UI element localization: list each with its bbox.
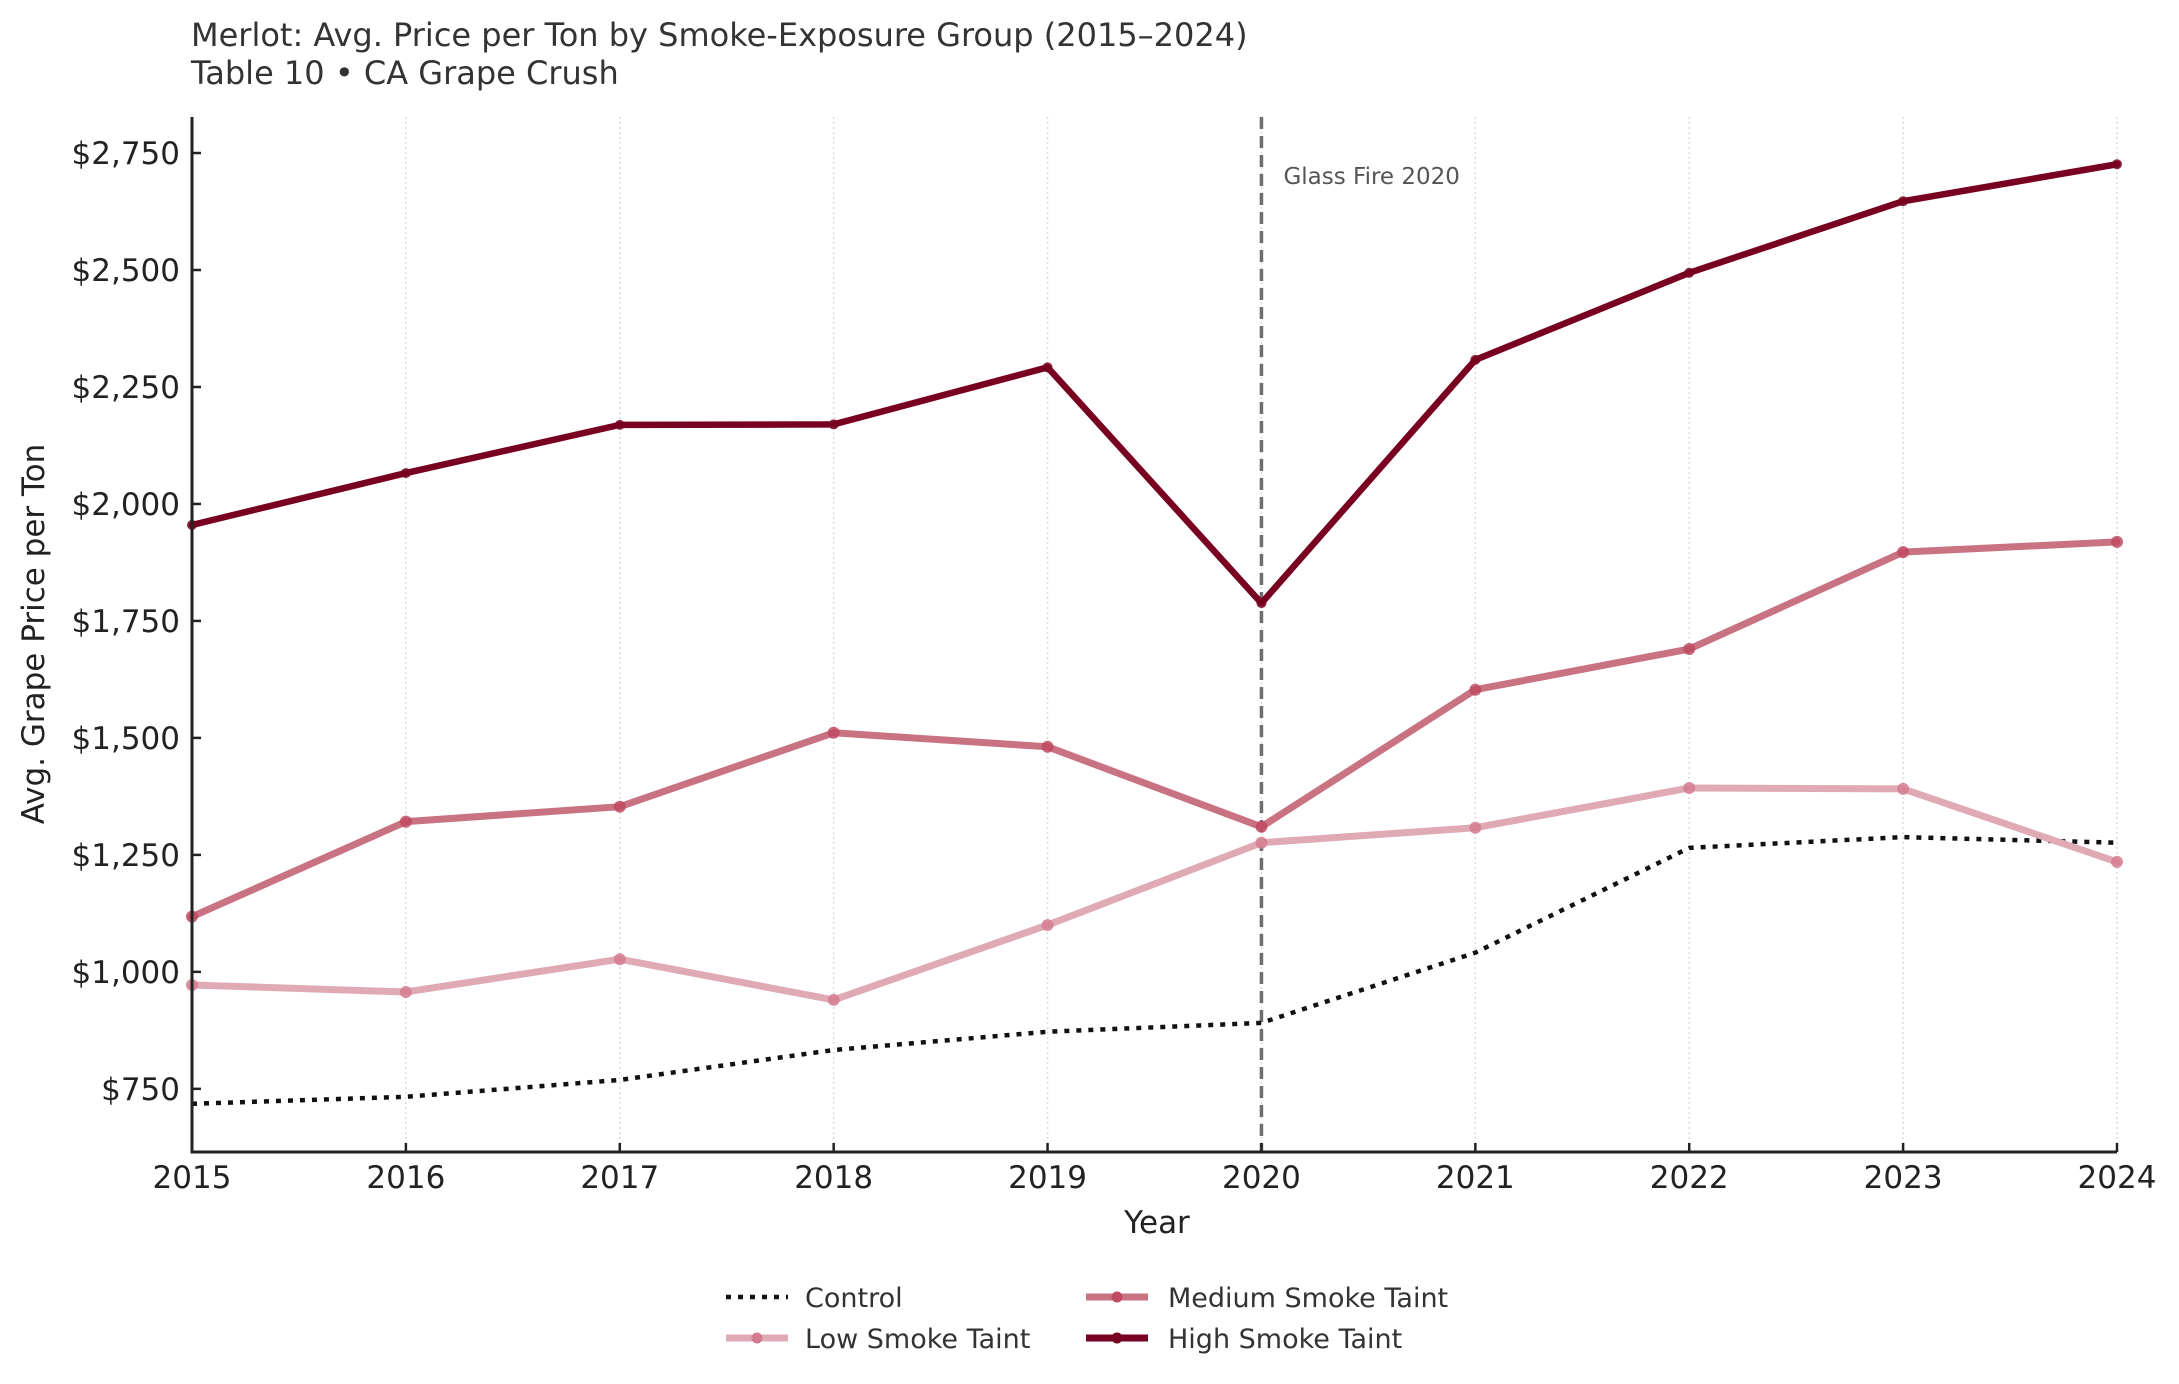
data-point — [1042, 362, 1053, 373]
glass-fire-annotation: Glass Fire 2020 — [1259, 117, 1460, 1152]
data-point — [1683, 643, 1696, 656]
data-point — [1897, 546, 1910, 559]
data-point — [827, 726, 840, 739]
legend-item-control: Control — [726, 1283, 903, 1314]
y-tick-label: $2,000 — [72, 487, 180, 523]
data-point — [1469, 683, 1482, 696]
series-medium-smoke-taint — [186, 535, 2123, 923]
legend-marker — [751, 1332, 763, 1344]
data-point — [614, 419, 625, 430]
x-tick-label: 2020 — [1222, 1160, 1301, 1196]
legend-item-medium-smoke-taint: Medium Smoke Taint — [1086, 1283, 1448, 1314]
legend-marker — [1111, 1291, 1123, 1303]
data-point — [827, 993, 840, 1006]
y-tick-label: $750 — [101, 1072, 180, 1108]
x-tick-label: 2018 — [794, 1160, 873, 1196]
x-tick-label: 2016 — [366, 1160, 445, 1196]
data-point — [828, 419, 839, 430]
series-low-smoke-taint — [186, 781, 2123, 1006]
legend-marker — [1111, 1332, 1123, 1344]
x-tick-label: 2017 — [580, 1160, 659, 1196]
legend-label: Low Smoke Taint — [805, 1324, 1030, 1355]
data-point — [613, 953, 626, 966]
y-tick-label: $1,000 — [72, 955, 180, 991]
legend-item-low-smoke-taint: Low Smoke Taint — [726, 1324, 1030, 1355]
data-point — [1683, 781, 1696, 794]
data-point — [1041, 919, 1054, 932]
data-point — [2112, 159, 2122, 170]
series-line — [188, 161, 2121, 607]
data-point — [613, 800, 626, 813]
x-tick-label: 2015 — [153, 1160, 232, 1196]
data-point — [400, 468, 411, 479]
data-point — [399, 815, 412, 828]
y-tick-label: $2,500 — [72, 253, 180, 289]
data-point — [1684, 267, 1695, 278]
x-tick-label: 2021 — [1436, 1160, 1515, 1196]
y-tick-label: $1,750 — [72, 604, 180, 640]
y-axis-label: Avg. Grape Price per Ton — [16, 444, 52, 825]
annotation-label: Glass Fire 2020 — [1283, 164, 1459, 190]
legend: Control Low Smoke Taint Medium Smoke Taint… — [726, 1283, 1448, 1355]
data-point — [1255, 836, 1268, 849]
data-point — [1898, 196, 1909, 207]
y-tick-label: $2,250 — [72, 370, 180, 406]
series-line — [191, 834, 2118, 1107]
series-lines — [186, 159, 2123, 1107]
data-point — [1469, 821, 1482, 834]
y-tick-label: $1,250 — [72, 838, 180, 874]
y-axis-ticks: $750 $1,000 $1,250 $1,500 $1,750 $2,000 $2,250… — [72, 136, 201, 1108]
chart-title: Merlot: Avg. Price per Ton by Smoke-Expo… — [191, 16, 1248, 54]
series-high-smoke-taint — [187, 159, 2122, 609]
axes — [190, 117, 2117, 1154]
series-line — [188, 784, 2121, 1004]
data-point — [399, 985, 412, 998]
data-point — [1041, 740, 1054, 753]
x-tick-label: 2022 — [1650, 1160, 1729, 1196]
chart-subtitle: Table 10 • CA Grape Crush — [190, 54, 619, 92]
data-point — [2111, 535, 2123, 548]
series-control — [191, 834, 2118, 1107]
x-tick-label: 2023 — [1864, 1160, 1943, 1196]
y-tick-label: $1,500 — [72, 721, 180, 757]
data-point — [1256, 598, 1267, 609]
data-point — [1255, 820, 1268, 833]
x-gridlines — [191, 117, 2118, 1152]
y-tick-label: $2,750 — [72, 136, 180, 172]
x-tick-label: 2024 — [2078, 1160, 2157, 1196]
x-axis-label: Year — [1123, 1205, 1190, 1241]
x-tick-label: 2019 — [1008, 1160, 1087, 1196]
data-point — [1897, 782, 1910, 795]
legend-label: Control — [805, 1283, 903, 1314]
legend-item-high-smoke-taint: High Smoke Taint — [1086, 1324, 1402, 1355]
legend-label: Medium Smoke Taint — [1168, 1283, 1448, 1314]
data-point — [1470, 354, 1481, 365]
legend-label: High Smoke Taint — [1168, 1324, 1402, 1355]
x-axis-ticks: 2015 2016 2017 2018 2019 2020 2021 2022 2023 2024 — [153, 1143, 2157, 1196]
data-point — [2111, 855, 2123, 868]
series-line — [188, 538, 2121, 921]
